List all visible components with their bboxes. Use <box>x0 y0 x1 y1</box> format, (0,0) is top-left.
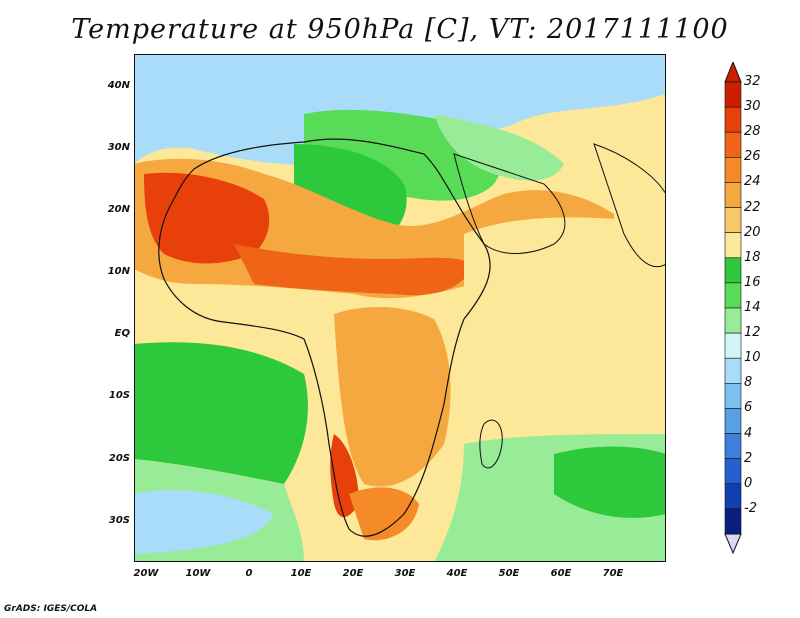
colorbar-label: 30 <box>744 99 761 115</box>
lon-label-20w: 20W <box>133 568 159 579</box>
colorbar-label: 28 <box>744 124 761 140</box>
lon-label-0: 0 <box>245 568 253 579</box>
field-sahel-hot <box>234 244 474 296</box>
colorbar-cell <box>724 131 742 158</box>
colorbar-label: 8 <box>744 375 753 391</box>
coastline-africa <box>158 138 491 537</box>
temperature-map <box>134 54 666 562</box>
lon-label-20e: 20E <box>342 568 364 579</box>
colorbar-label: 22 <box>744 199 761 215</box>
colorbar-label: 24 <box>744 174 761 190</box>
colorbar-label: 32 <box>744 74 761 89</box>
field-arabia-green <box>434 114 564 181</box>
lat-label-10n: 10N <box>107 266 130 277</box>
colorbar-cell <box>724 357 742 384</box>
field-north-cool <box>134 54 666 166</box>
lat-label-30n: 30N <box>107 142 130 153</box>
colorbar-cell <box>724 433 742 459</box>
colorbar-cell <box>724 332 742 359</box>
lon-label-70e: 70E <box>602 568 624 579</box>
colorbar-cell <box>724 508 742 535</box>
colorbar-top-cap <box>724 62 742 83</box>
chart-title: Temperature at 950hPa [C], VT: 201711110… <box>71 14 729 45</box>
colorbar-label: 10 <box>744 350 761 366</box>
lon-label-10e: 10E <box>290 568 312 579</box>
colorbar-cell <box>724 282 742 309</box>
colorbar-label: 18 <box>744 249 761 265</box>
colorbar-cell <box>724 106 742 133</box>
colorbar-label: 6 <box>744 400 753 416</box>
lon-label-60e: 60E <box>550 568 572 579</box>
lon-label-40e: 40E <box>446 568 468 579</box>
lat-label-20n: 20N <box>107 204 130 215</box>
colorbar-cell <box>724 408 742 434</box>
coastline-arabia <box>453 153 566 254</box>
lat-label-eq: EQ <box>114 328 130 339</box>
colorbar-label: 26 <box>744 149 761 165</box>
colorbar-bottom-cap <box>724 533 742 554</box>
colorbar-cell <box>724 483 742 510</box>
colorbar-cell <box>724 458 742 485</box>
lat-label-40n: 40N <box>107 80 130 91</box>
colorbar-cell <box>724 232 742 259</box>
colorbar-label: -2 <box>744 500 757 516</box>
field-se-ocean-green <box>554 446 666 518</box>
field-atlantic-green <box>134 342 308 484</box>
colorbar-cell <box>724 307 742 334</box>
colorbar-cell <box>724 207 742 233</box>
colorbar-label: 0 <box>744 475 753 491</box>
colorbar <box>724 62 742 554</box>
credit-footer: GrADS: IGES/COLA <box>4 604 98 614</box>
coastline-madagascar <box>479 419 503 469</box>
colorbar-label: 20 <box>744 224 761 240</box>
field-central-africa <box>334 307 451 487</box>
colorbar-label: 12 <box>744 325 761 341</box>
field-sw-atlantic-blue <box>134 490 274 554</box>
colorbar-cell <box>724 257 742 284</box>
colorbar-cell <box>724 157 742 183</box>
colorbar-cell <box>724 383 742 409</box>
lat-label-10s: 10S <box>108 390 130 401</box>
colorbar-cell <box>724 182 742 208</box>
field-south-africa <box>349 487 419 541</box>
coastline-india <box>593 143 666 268</box>
lon-label-50e: 50E <box>498 568 520 579</box>
colorbar-cell <box>724 81 742 108</box>
lon-label-30e: 30E <box>394 568 416 579</box>
colorbar-label: 16 <box>744 274 761 290</box>
lat-label-20s: 20S <box>108 453 130 464</box>
field-indian-ocean <box>464 217 666 454</box>
colorbar-label: 2 <box>744 450 753 466</box>
colorbar-label: 4 <box>744 425 753 441</box>
lat-label-30s: 30S <box>108 515 130 526</box>
colorbar-label: 14 <box>744 300 761 315</box>
lon-label-10w: 10W <box>185 568 211 579</box>
